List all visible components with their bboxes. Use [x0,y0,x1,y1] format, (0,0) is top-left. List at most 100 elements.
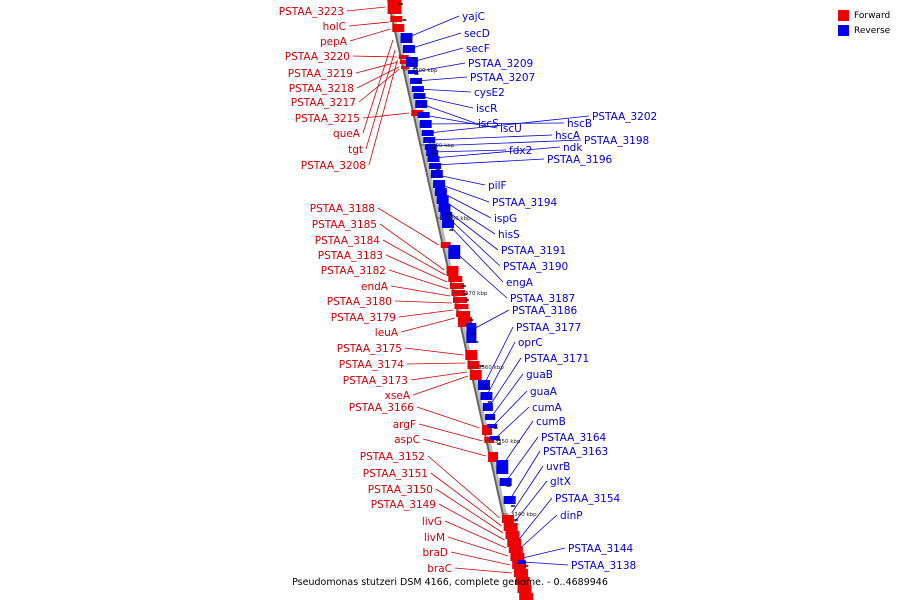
forward-gene-block [448,276,463,282]
forward-gene-block [449,283,464,289]
scale-tick-label: 3340 kbp [511,512,537,518]
forward-gene-label: PSTAA_3215 [295,113,360,125]
reverse-leader-line [445,215,501,267]
forward-gene-block [513,569,528,577]
forward-gene-block [469,370,482,380]
forward-leader-line [349,28,391,42]
reverse-gene-label: PSTAA_3202 [592,111,657,123]
forward-leader-line [406,362,466,365]
reverse-gene-label: gltX [550,476,571,488]
reverse-gene-label: ndk [563,142,583,154]
forward-gene-label: PSTAA_3183 [318,250,383,262]
reverse-gene-label: hscA [555,130,581,142]
forward-leader-line [447,536,509,557]
forward-leader-line [404,347,464,356]
reverse-gene-block [517,560,526,564]
forward-gene-label: PSTAA_3179 [331,312,396,324]
reverse-gene-label: engA [506,277,534,289]
forward-swatch [838,10,849,21]
legend-forward: Forward [838,8,890,23]
forward-leader-line [418,423,483,442]
reverse-leader-line [520,514,558,549]
forward-gene-block [387,0,402,14]
forward-leader-line [358,68,400,103]
reverse-leader-line [421,103,476,124]
reverse-leader-line [505,436,539,483]
reverse-leader-line [406,15,460,39]
reverse-leader-line [414,62,466,73]
forward-leader-line [412,375,469,396]
forward-gene-block [505,531,520,539]
forward-leader-line [435,488,504,534]
forward-gene-label: PSTAA_3152 [360,451,425,463]
forward-gene-label: argF [393,419,416,431]
reverse-leader-line [495,406,530,439]
scale-tick-label: 3380 kbp [445,216,471,222]
reverse-leader-line [419,95,474,109]
forward-gene-label: PSTAA_3220 [285,51,350,63]
forward-gene-label: livM [424,532,445,544]
forward-gene-label: endA [361,281,389,293]
forward-gene-label: braC [427,563,452,575]
reverse-gene-label: hisS [498,229,520,241]
reverse-gene-label: PSTAA_3191 [501,245,566,257]
reverse-leader-line [453,250,508,299]
forward-gene-label: PSTAA_3173 [343,375,408,387]
forward-leader-line [388,269,449,290]
forward-leader-line [438,503,505,541]
reverse-leader-line [471,309,510,331]
reverse-leader-line [425,122,565,125]
forward-gene-block [508,547,523,553]
reverse-leader-line [447,223,504,283]
forward-leader-line [398,309,454,318]
reverse-leader-line [444,208,499,251]
forward-gene-label: tgt [348,144,363,156]
forward-leader-line [382,239,446,276]
reverse-leader-line [438,183,490,203]
reverse-leader-line [431,149,507,153]
legend-reverse: Reverse [838,23,890,38]
forward-gene-block [517,585,532,593]
forward-leader-line [450,551,511,566]
forward-gene-block [488,452,499,462]
forward-leader-line [400,317,456,333]
reverse-gene-label: PSTAA_3190 [503,261,568,273]
legend: Forward Reverse [838,8,890,38]
forward-gene-label: braD [422,547,448,559]
reverse-leader-line [514,480,548,523]
genome-caption: Pseudomonas stutzeri DSM 4166, complete … [292,577,608,588]
scale-tick-label: 3360 kbp [478,365,504,371]
reverse-leader-line [417,88,472,93]
forward-gene-block [503,523,518,531]
reverse-gene-label: yajC [462,11,485,23]
forward-leader-line [416,406,480,429]
forward-leader-line [422,438,486,457]
forward-gene-label: aspC [394,434,420,446]
reverse-leader-line [490,373,524,418]
forward-leader-line [444,520,507,549]
forward-gene-block [392,24,405,32]
reverse-leader-line [501,420,534,467]
reverse-gene-block [408,70,419,74]
reverse-gene-label: PSTAA_3144 [568,543,634,555]
forward-gene-label: livG [422,516,442,528]
forward-leader-line [385,254,448,283]
reverse-gene-label: secD [464,28,490,40]
forward-gene-block [452,297,467,303]
reverse-leader-line [486,341,516,397]
scale-tick-label: 3400 kbp [412,68,438,74]
forward-gene-label: PSTAA_3185 [312,219,377,231]
reverse-gene-label: uvrB [546,461,570,473]
forward-leader-line [362,39,394,134]
forward-gene-block [519,593,534,600]
forward-leader-line [355,61,398,74]
reverse-leader-line [416,76,468,82]
reverse-gene-block [429,163,442,169]
reverse-gene-label: PSTAA_3154 [555,493,621,505]
gene-features [387,0,534,600]
reverse-gene-label: PSTAA_3207 [470,72,535,84]
forward-gene-label: PSTAA_3208 [301,160,366,172]
forward-gene-block [446,266,459,276]
forward-gene-label: leuA [375,327,399,339]
